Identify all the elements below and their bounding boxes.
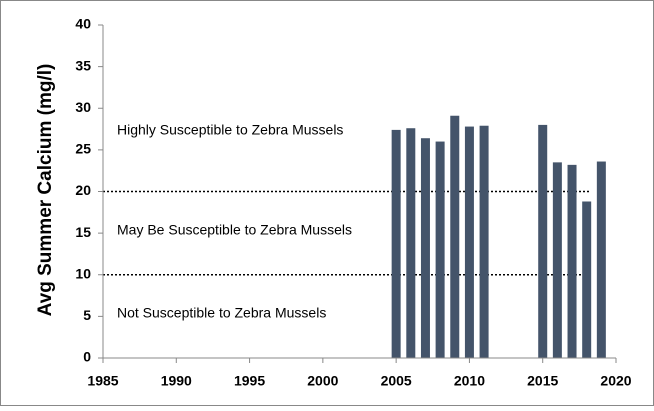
bar	[567, 164, 577, 358]
y-tick-label: 40	[75, 16, 91, 32]
x-tick-label: 1995	[234, 373, 265, 389]
x-tick-label: 2015	[527, 373, 558, 389]
bar	[538, 124, 548, 359]
x-tick-label: 2005	[381, 373, 412, 389]
x-tick-label: 2020	[600, 373, 631, 389]
bar	[582, 201, 592, 358]
y-tick-label: 10	[75, 265, 91, 281]
x-tick-label: 1990	[161, 373, 192, 389]
bar	[450, 115, 460, 359]
bar	[420, 138, 430, 358]
bar	[596, 161, 606, 358]
bar	[464, 126, 474, 358]
y-tick-label: 5	[83, 307, 91, 323]
annotation: Not Susceptible to Zebra Mussels	[117, 305, 326, 321]
x-tick-label: 1985	[87, 373, 118, 389]
y-tick-label: 35	[75, 57, 91, 73]
x-tick-label: 2010	[454, 373, 485, 389]
y-tick-label: 15	[75, 224, 91, 240]
y-axis-label: Avg Summer Calcium (mg/l)	[35, 64, 56, 317]
y-tick-label: 0	[83, 349, 91, 365]
y-tick-label: 30	[75, 99, 91, 115]
bar	[435, 141, 445, 358]
bar	[552, 162, 562, 358]
y-tick-label: 25	[75, 141, 91, 157]
bar	[479, 125, 489, 358]
x-tick-label: 2000	[307, 373, 338, 389]
bar	[406, 128, 416, 358]
y-tick-label: 20	[75, 182, 91, 198]
annotation: May Be Susceptible to Zebra Mussels	[117, 222, 352, 238]
bar	[391, 129, 401, 358]
annotation: Highly Susceptible to Zebra Mussels	[117, 122, 343, 138]
